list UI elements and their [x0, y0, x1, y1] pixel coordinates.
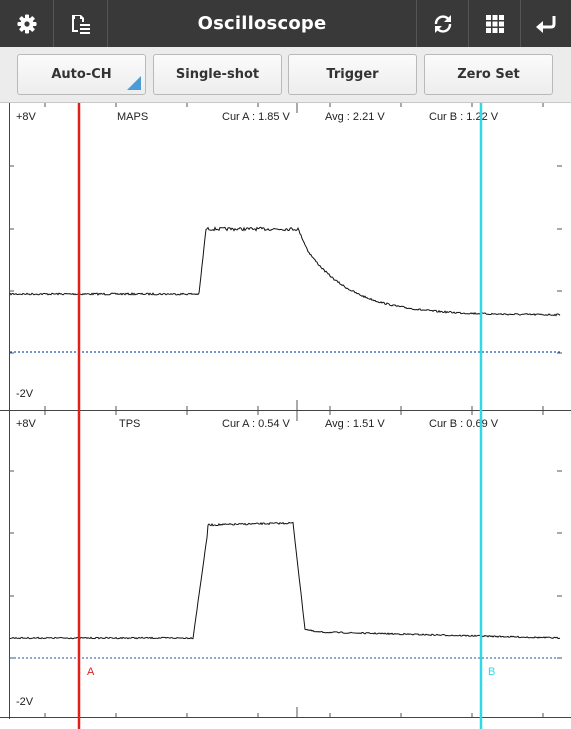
- auto-ch-button[interactable]: Auto-CH: [17, 54, 146, 95]
- cursor-b-label: B: [488, 666, 495, 678]
- grid-icon: [485, 14, 504, 33]
- channel-tps-name: TPS: [119, 418, 140, 430]
- save-button[interactable]: [54, 0, 108, 47]
- back-icon: [536, 15, 556, 33]
- channel-maps-bottom-label: -2V: [16, 388, 34, 400]
- channel-tps-avg: Avg : 1.51 V: [325, 418, 385, 430]
- dropdown-corner-icon: [127, 76, 141, 90]
- refresh-button[interactable]: [416, 0, 468, 47]
- channel-tps-bottom-label: -2V: [16, 696, 34, 708]
- single-shot-label: Single-shot: [175, 67, 260, 82]
- grid-button[interactable]: [468, 0, 520, 47]
- channel-maps-waveform: [9, 226, 561, 317]
- channel-tps-cur-a: Cur A : 0.54 V: [222, 418, 291, 430]
- cursor-a-label: A: [87, 666, 95, 678]
- channel-maps-avg: Avg : 2.21 V: [325, 111, 385, 123]
- channel-maps-name: MAPS: [117, 111, 148, 123]
- channel-tps-ticks: [9, 411, 562, 717]
- channel-maps-cur-b: Cur B : 1.22 V: [429, 111, 499, 123]
- toolbar: Auto-CH Single-shot Trigger Zero Set: [0, 47, 571, 103]
- zero-set-button[interactable]: Zero Set: [424, 54, 553, 95]
- trigger-button[interactable]: Trigger: [288, 54, 417, 95]
- auto-ch-label: Auto-CH: [51, 67, 112, 82]
- refresh-icon: [434, 14, 451, 33]
- channel-tps-top-label: +8V: [16, 418, 37, 430]
- channel-maps-top-label: +8V: [16, 111, 37, 123]
- title-bar: Oscilloscope: [0, 0, 571, 47]
- trigger-label: Trigger: [326, 67, 379, 82]
- single-shot-button[interactable]: Single-shot: [153, 54, 282, 95]
- cursor-b[interactable]: B: [479, 103, 495, 729]
- settings-button[interactable]: [0, 0, 54, 47]
- cursor-a[interactable]: A: [77, 103, 95, 729]
- gear-icon: [17, 14, 36, 33]
- save-list-icon: [71, 14, 90, 34]
- page-title: Oscilloscope: [197, 13, 327, 34]
- channel-tps-waveform: [9, 521, 561, 640]
- channel-maps-cur-a: Cur A : 1.85 V: [222, 111, 291, 123]
- back-button[interactable]: [520, 0, 571, 47]
- zero-set-label: Zero Set: [457, 67, 520, 82]
- scope-display[interactable]: +8V -2V MAPS Cur A : 1.85 V Avg : 2.21 V…: [0, 103, 571, 729]
- channel-maps-ticks: [9, 103, 562, 410]
- channel-maps: +8V -2V MAPS Cur A : 1.85 V Avg : 2.21 V…: [9, 103, 562, 410]
- channel-tps-cur-b: Cur B : 0.69 V: [429, 418, 499, 430]
